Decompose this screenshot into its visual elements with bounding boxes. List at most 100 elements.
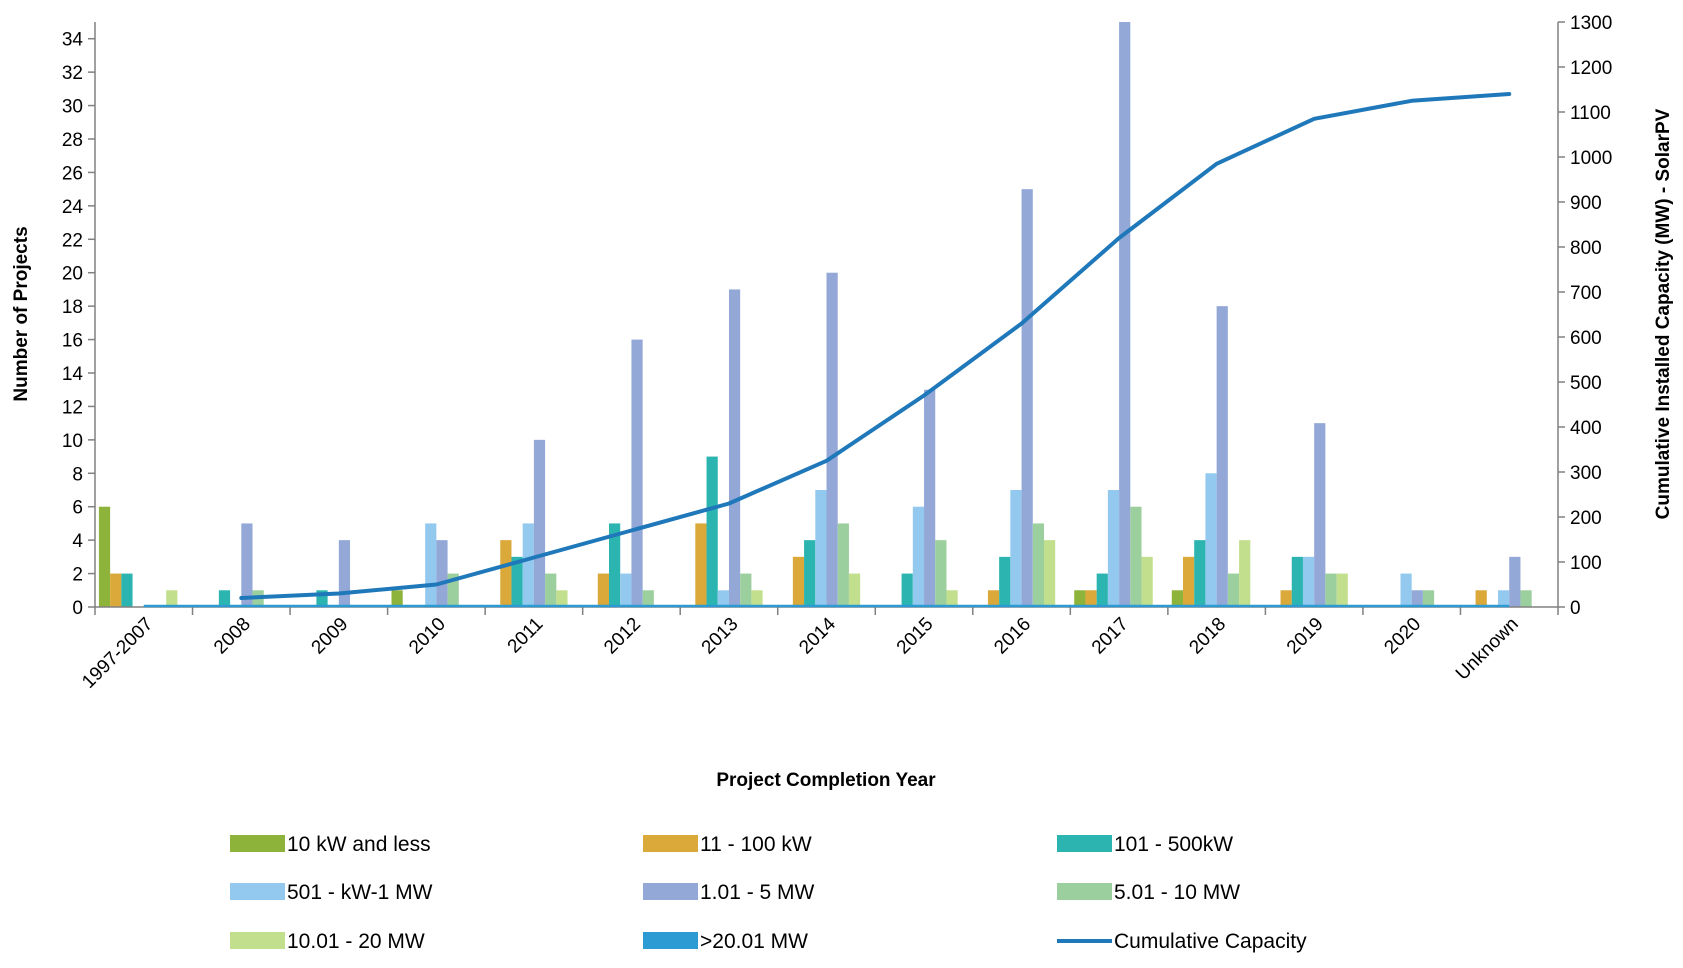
bar xyxy=(706,456,718,607)
y-tick-label: 8 xyxy=(72,464,83,485)
y2-axis-title: Cumulative Installed Capacity (MW) - Sol… xyxy=(1653,108,1674,519)
bar xyxy=(901,573,913,607)
legend-swatch xyxy=(230,835,285,852)
bar xyxy=(1021,189,1033,607)
bar xyxy=(110,573,122,607)
legend-label: 501 - kW-1 MW xyxy=(287,881,433,904)
bar xyxy=(1119,22,1131,607)
bar xyxy=(804,540,816,607)
y-tick-label: 12 xyxy=(62,397,83,418)
bar xyxy=(1074,590,1086,607)
x-axis-title: Project Completion Year xyxy=(716,770,936,791)
legend-swatch xyxy=(1057,835,1112,852)
bar xyxy=(425,523,437,607)
bar xyxy=(1336,573,1348,607)
x-tick-label: 1997-2007 xyxy=(78,614,157,693)
bar xyxy=(1509,556,1521,607)
y-tick-label: 18 xyxy=(62,297,83,318)
x-tick-label: 2019 xyxy=(1283,614,1328,659)
x-tick-label: 2018 xyxy=(1185,614,1230,659)
y2-tick-label: 300 xyxy=(1570,463,1602,484)
bar xyxy=(316,590,328,607)
bar xyxy=(826,272,838,607)
legend-label: 101 - 500kW xyxy=(1114,833,1233,856)
bar xyxy=(1400,573,1412,607)
bar xyxy=(338,540,351,607)
y-tick-label: 22 xyxy=(62,230,83,251)
bar xyxy=(1498,590,1510,607)
line-layer xyxy=(143,92,1512,608)
bar xyxy=(241,523,253,607)
bar xyxy=(1475,590,1487,607)
bar xyxy=(166,590,178,607)
bar xyxy=(1291,556,1303,607)
bar xyxy=(522,523,534,607)
y-tick-label: 34 xyxy=(62,30,84,51)
y-tick-label: 32 xyxy=(62,63,83,84)
y-tick-label: 4 xyxy=(72,531,83,552)
bar xyxy=(924,389,936,607)
y-tick-label: 10 xyxy=(62,431,83,452)
bar xyxy=(597,573,610,607)
bar xyxy=(1182,556,1195,607)
x-tick-label: 2014 xyxy=(795,613,840,658)
bar xyxy=(556,590,568,607)
bar xyxy=(935,540,947,607)
legend-label: 10 kW and less xyxy=(287,833,431,856)
bar xyxy=(609,523,621,607)
x-tick-label: 2020 xyxy=(1380,614,1425,659)
bar xyxy=(815,490,827,607)
bar xyxy=(987,590,1000,607)
x-tick-label: Unknown xyxy=(1452,614,1523,685)
bar xyxy=(545,573,557,607)
bar xyxy=(1205,473,1217,607)
bar xyxy=(740,573,752,607)
legend-swatch xyxy=(643,835,698,852)
bar xyxy=(1302,556,1315,607)
bar xyxy=(1171,590,1183,607)
cumulative-capacity-line xyxy=(239,92,1512,600)
bar xyxy=(121,573,133,607)
y-tick-label: 26 xyxy=(62,163,83,184)
bar xyxy=(447,573,459,607)
y-tick-label: 2 xyxy=(72,565,83,586)
y2-tick-label: 800 xyxy=(1570,238,1602,259)
bar xyxy=(533,439,546,607)
bars-layer xyxy=(98,22,1532,607)
bar xyxy=(1325,573,1337,607)
legend-label: >20.01 MW xyxy=(700,930,808,953)
legend: 10 kW and less 11 - 100 kW 101 - 500kW 501 … xyxy=(230,833,1307,953)
y2-tick-label: 900 xyxy=(1570,193,1602,214)
y-axis-title: Number of Projects xyxy=(11,226,32,401)
bar xyxy=(912,506,925,607)
legend-swatch xyxy=(230,932,285,949)
bar xyxy=(1314,423,1326,607)
bar xyxy=(1216,306,1228,607)
bar xyxy=(1043,540,1056,607)
bar xyxy=(620,573,632,607)
x-tick-label: 2008 xyxy=(210,614,255,659)
bar xyxy=(1085,590,1097,607)
y2-tick-label: 1300 xyxy=(1570,13,1612,34)
bar xyxy=(642,590,654,607)
y2-tick-label: 1000 xyxy=(1570,148,1612,169)
x-tick-label: 2009 xyxy=(308,614,353,659)
y-tick-label: 28 xyxy=(62,130,83,151)
y-tick-label: 0 xyxy=(72,598,83,619)
bar xyxy=(98,506,111,607)
x-tick-label: 2010 xyxy=(405,614,450,659)
bar xyxy=(837,523,849,607)
bar xyxy=(792,556,805,607)
bar xyxy=(218,590,231,607)
legend-label: 5.01 - 10 MW xyxy=(1114,881,1240,904)
y2-tick-label: 1200 xyxy=(1570,58,1612,79)
legend-swatch xyxy=(643,932,698,949)
bar xyxy=(511,556,523,607)
y2-tick-label: 100 xyxy=(1570,553,1602,574)
bar xyxy=(1194,540,1206,607)
bar xyxy=(728,289,741,607)
bar xyxy=(1010,490,1022,607)
x-tick-label: 2015 xyxy=(893,614,938,659)
